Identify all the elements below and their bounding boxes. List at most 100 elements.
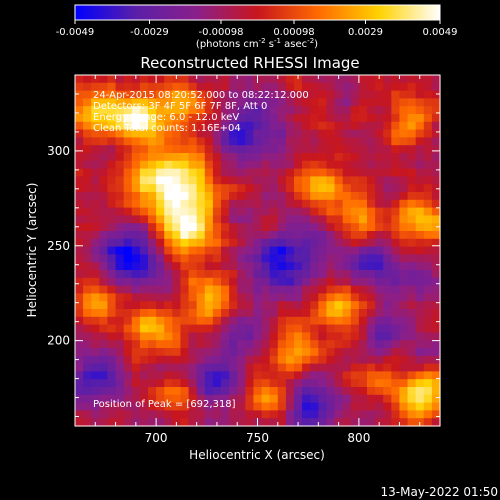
heatmap-cell [407,98,417,107]
heatmap-cell [367,192,376,201]
heatmap-cell [221,75,230,84]
heatmap-cell [383,106,392,115]
heatmap-cell [391,285,401,294]
heatmap-cell [229,199,238,209]
heatmap-cell [342,293,352,302]
heatmap-cell [269,301,279,310]
heatmap-cell [326,121,336,131]
heatmap-cell [99,98,109,107]
heatmap-cell [75,121,84,131]
heatmap-cell [269,277,279,287]
heatmap-cell [383,418,392,427]
heatmap-cell [221,215,230,224]
heatmap-cell [375,262,384,271]
heatmap-cell [350,348,360,357]
heatmap-cell [334,371,344,380]
heatmap-cell [204,277,214,287]
heatmap-cell [237,223,246,232]
heatmap-cell [212,153,222,162]
heatmap-cell [383,98,392,107]
heatmap-cell [285,223,295,232]
heatmap-cell [431,106,441,115]
heatmap-cell [277,121,287,131]
heatmap-cell [221,192,230,201]
heatmap-cell [115,121,125,131]
heatmap-cell [188,121,198,131]
heatmap-cell [188,160,198,170]
heatmap-cell [375,90,384,99]
heatmap-cell [172,340,182,349]
heatmap-cell [83,332,92,341]
heatmap-cell [383,262,392,271]
heatmap-cell [431,348,441,357]
heatmap-cell [415,160,425,170]
heatmap-cell [188,371,198,380]
heatmap-cell [164,145,173,154]
heatmap-cell [350,106,360,115]
heatmap-cell [188,192,198,201]
heatmap-cell [302,301,311,310]
heatmap-cell [107,223,117,232]
heatmap-cell [367,231,376,240]
heatmap-cell [302,270,311,279]
heatmap-cell [139,355,149,365]
heatmap-cell [245,309,255,318]
heatmap-cell [367,98,376,107]
heatmap-cell [383,277,392,287]
heatmap-cell [342,316,352,326]
heatmap-cell [204,90,214,99]
heatmap-cell [342,301,352,310]
heatmap-cell [350,355,360,365]
heatmap-cell [415,246,425,255]
heatmap-cell [139,75,149,84]
heatmap-cell [229,394,238,404]
heatmap-cell [139,207,149,216]
heatmap-cell [367,301,376,310]
heatmap-cell [107,394,117,404]
heatmap-cell [277,379,287,388]
heatmap-cell [326,90,336,99]
heatmap-cell [261,231,271,240]
heatmap-cell [415,340,425,349]
heatmap-cell [342,168,352,177]
heatmap-cell [375,324,384,333]
heatmap-cell [399,98,409,107]
heatmap-cell [423,262,433,271]
heatmap-cell [164,121,173,131]
heatmap-cell [358,387,368,396]
heatmap-cell [375,145,384,154]
heatmap-cell [172,270,182,279]
heatmap-cell [245,285,255,294]
heatmap-cell [99,293,109,302]
heatmap-cell [204,176,214,185]
heatmap-cell [277,363,287,372]
heatmap-cell [431,285,441,294]
heatmap-cell [237,176,246,185]
heatmap-cell [188,309,198,318]
heatmap-cell [91,153,100,162]
heatmap-cell [277,394,287,404]
heatmap-cell [237,145,246,154]
heatmap-cell [423,410,433,419]
heatmap-cell [431,379,441,388]
heatmap-cell [383,82,392,92]
heatmap-cell [334,184,344,193]
heatmap-cell [334,387,344,396]
heatmap-cell [139,309,149,318]
heatmap-cell [277,231,287,240]
heatmap-cell [415,176,425,185]
heatmap-cell [212,402,222,411]
heatmap-cell [261,238,271,248]
heatmap-cell [221,293,230,302]
heatmap-cell [196,223,206,232]
heatmap-cell [237,379,246,388]
heatmap-cell [334,98,344,107]
heatmap-cell [358,215,368,224]
heatmap-cell [294,355,303,365]
heatmap-cell [269,114,279,123]
heatmap-cell [285,82,295,92]
heatmap-cell [415,355,425,365]
heatmap-cell [99,215,109,224]
heatmap-cell [180,231,190,240]
heatmap-cell [253,324,263,333]
